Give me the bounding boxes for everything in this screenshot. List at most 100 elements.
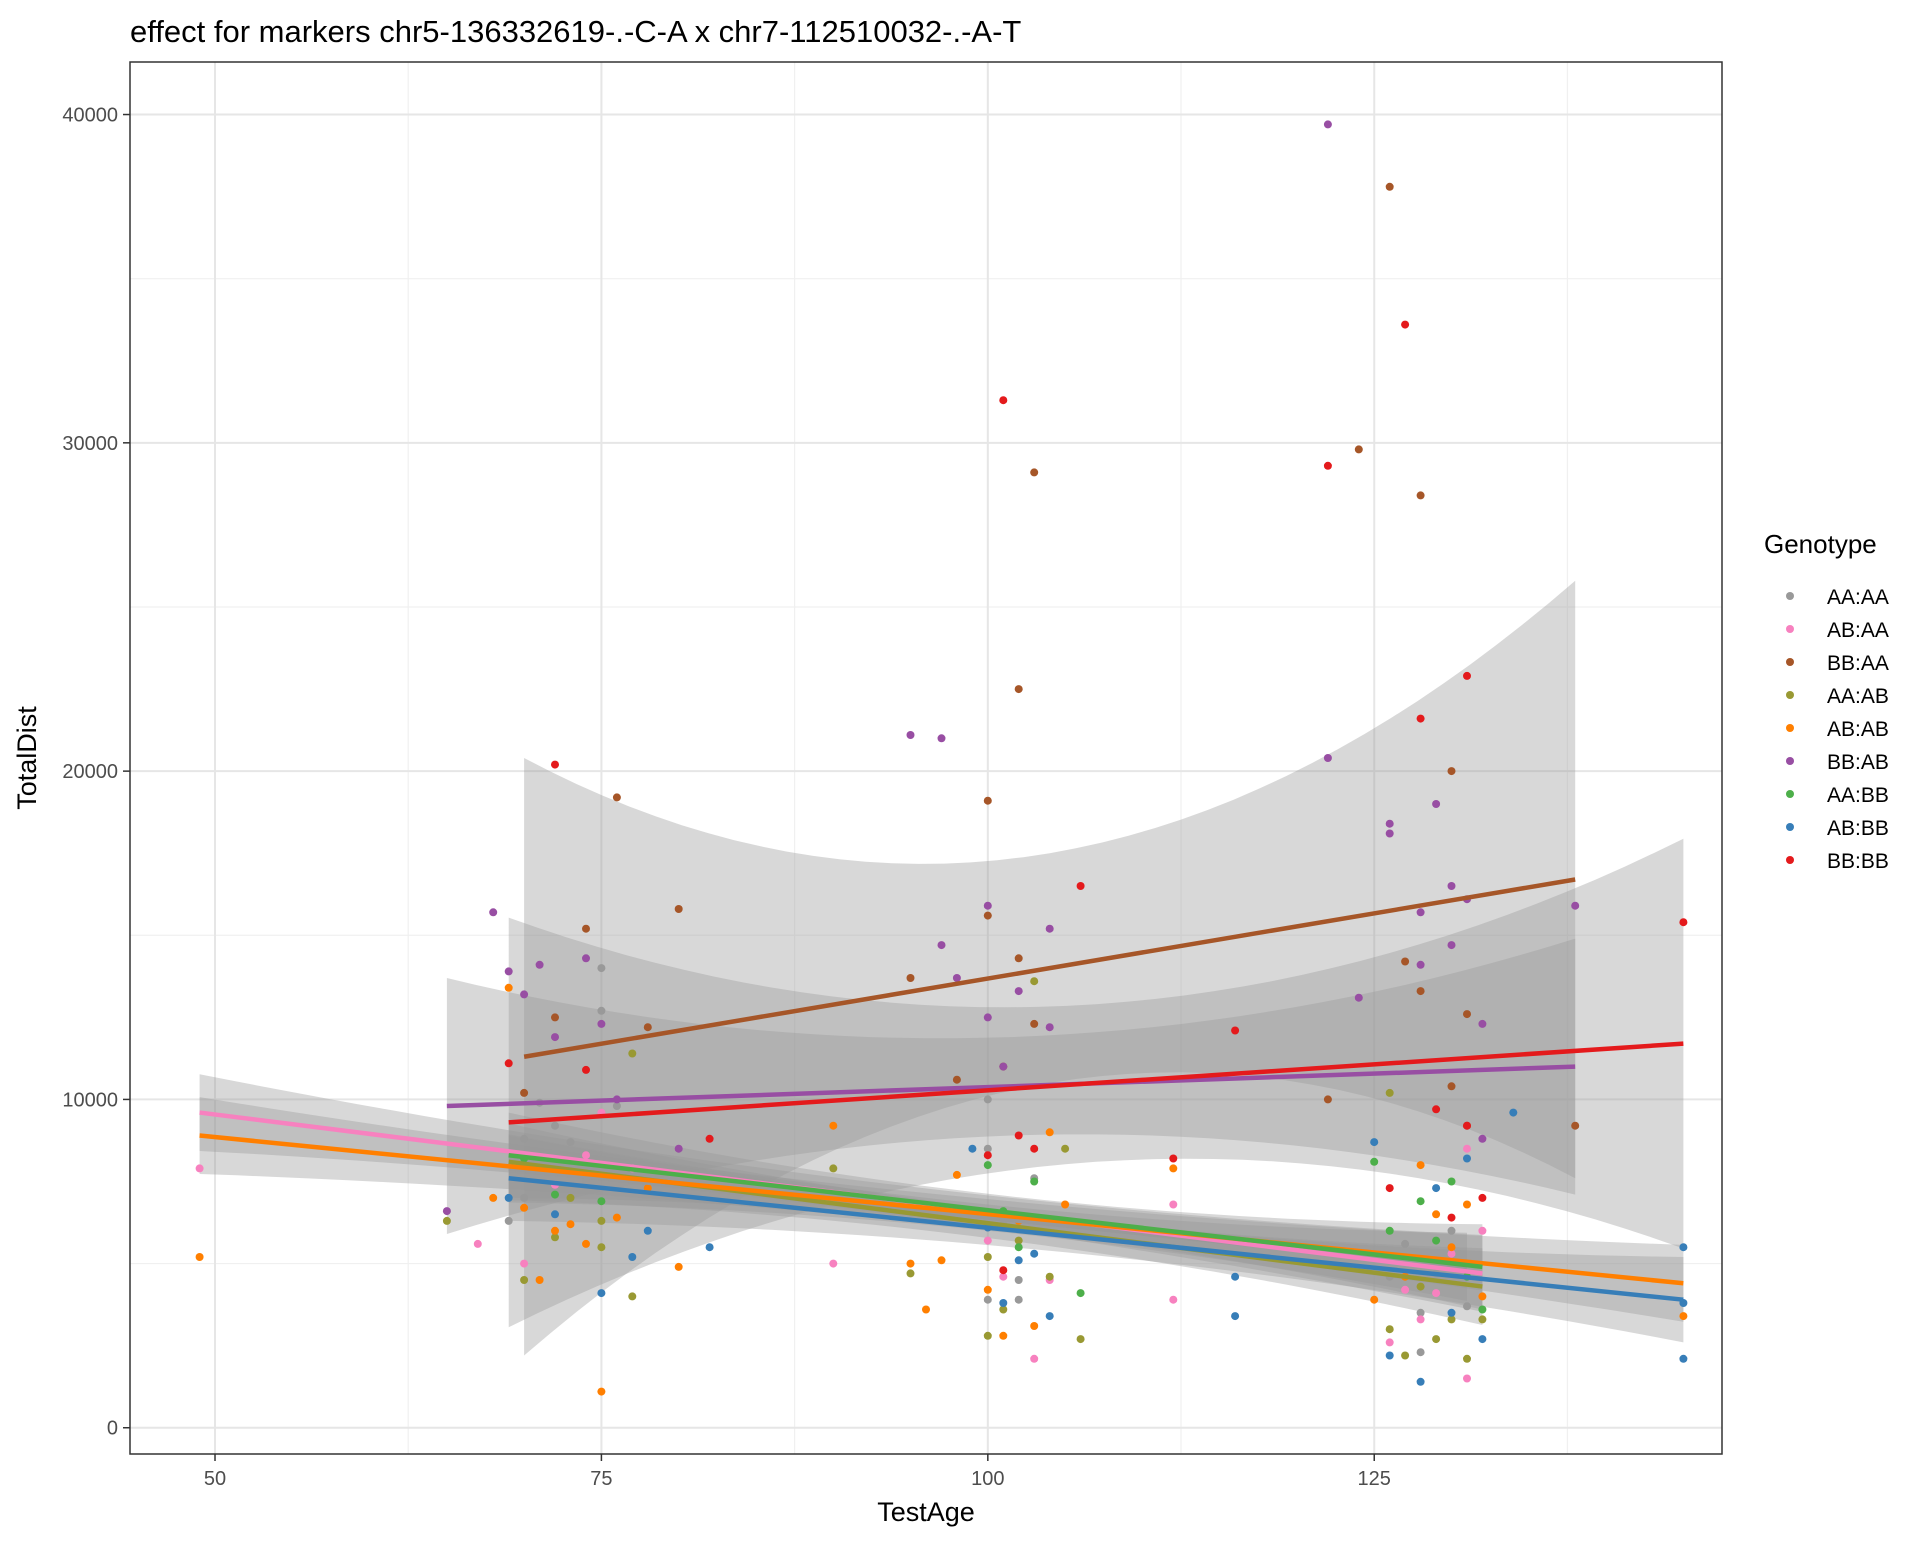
data-point — [551, 1233, 559, 1242]
data-point — [551, 1190, 559, 1199]
data-point — [906, 1259, 915, 1268]
data-point — [535, 960, 544, 969]
data-point — [1231, 1026, 1240, 1035]
data-point — [520, 1134, 529, 1143]
data-point — [195, 1164, 204, 1173]
legend-key — [1786, 724, 1794, 732]
data-point — [983, 1253, 992, 1261]
legend-key — [1786, 823, 1794, 831]
data-point — [1478, 1305, 1487, 1314]
data-point — [952, 1170, 961, 1179]
data-point — [489, 908, 498, 917]
data-point — [1401, 1351, 1410, 1360]
data-point — [705, 1134, 714, 1143]
data-point — [1679, 918, 1688, 927]
data-point — [1463, 671, 1471, 680]
data-point — [1432, 800, 1441, 808]
data-point — [999, 1062, 1008, 1071]
data-point — [551, 1033, 559, 1042]
data-point — [1447, 1315, 1456, 1324]
fit-line — [508, 1175, 1684, 1302]
data-point — [1463, 1154, 1471, 1163]
x-tick-label: 75 — [590, 1468, 612, 1490]
data-point — [1014, 1243, 1023, 1252]
data-point — [442, 1207, 451, 1216]
data-point — [1416, 1308, 1425, 1317]
data-point — [582, 1177, 590, 1186]
legend-key — [1786, 658, 1794, 666]
data-point — [1370, 1157, 1379, 1166]
data-point — [1323, 461, 1332, 470]
data-point — [1478, 1226, 1487, 1235]
data-point — [1076, 1289, 1085, 1298]
data-point — [829, 1259, 838, 1268]
data-point — [705, 1243, 714, 1252]
data-point — [1231, 1272, 1240, 1281]
data-point — [1416, 1197, 1425, 1206]
data-point — [1416, 960, 1425, 969]
data-point — [1401, 957, 1410, 966]
data-point — [1447, 882, 1456, 890]
data-point — [597, 1019, 606, 1028]
data-point — [1354, 445, 1363, 454]
data-point — [1323, 120, 1332, 129]
data-point — [628, 1253, 637, 1261]
data-point — [1432, 1184, 1441, 1193]
legend-title: Genotype — [1764, 529, 1877, 559]
data-point — [1571, 1121, 1580, 1130]
data-point — [1432, 1335, 1441, 1344]
data-point — [983, 1295, 992, 1304]
data-point — [1370, 1295, 1379, 1304]
data-point — [1014, 1236, 1023, 1245]
fit-line — [508, 1041, 1684, 1125]
data-point — [1076, 1335, 1085, 1344]
data-point — [1169, 1200, 1178, 1209]
data-point — [566, 1220, 575, 1229]
data-point — [1014, 1256, 1023, 1265]
data-point — [520, 1259, 529, 1268]
data-point — [952, 974, 961, 982]
data-point — [1045, 1128, 1054, 1137]
data-point — [1030, 1177, 1039, 1186]
fit-line — [446, 1064, 1576, 1109]
data-point — [1385, 1351, 1394, 1360]
data-point — [504, 1059, 513, 1068]
data-point — [1030, 1144, 1039, 1153]
legend-key — [1786, 691, 1794, 699]
plot-border — [129, 61, 1723, 1455]
legend-label: AB:AB — [1827, 718, 1889, 741]
data-point — [1478, 1315, 1487, 1324]
data-point — [1478, 1335, 1487, 1344]
data-point — [628, 1049, 637, 1058]
data-point — [952, 1075, 961, 1084]
legend-key — [1786, 592, 1794, 600]
data-point — [1679, 1354, 1688, 1363]
data-point — [643, 1184, 652, 1193]
data-point — [937, 1256, 946, 1265]
data-point — [1478, 1193, 1487, 1202]
data-point — [922, 1305, 930, 1314]
data-point — [1030, 1249, 1039, 1258]
data-point — [195, 1253, 204, 1261]
data-point — [1478, 1292, 1487, 1301]
data-point — [1416, 908, 1425, 917]
legend-label: AA:BB — [1827, 784, 1889, 807]
data-point — [937, 941, 946, 950]
data-point — [1401, 1285, 1410, 1294]
data-point — [1061, 1200, 1070, 1209]
y-tick-label: 10000 — [62, 1089, 118, 1111]
data-point — [1447, 1226, 1456, 1235]
data-point — [1385, 829, 1394, 838]
data-point — [1432, 1105, 1441, 1114]
data-point — [504, 967, 513, 976]
data-point — [999, 396, 1008, 405]
data-point — [1169, 1164, 1178, 1173]
data-point — [829, 1164, 838, 1173]
data-point — [1354, 993, 1363, 1002]
data-point — [1401, 1239, 1410, 1248]
fit-lines — [199, 877, 1684, 1302]
data-point — [1014, 1131, 1023, 1140]
data-point — [674, 1262, 683, 1271]
